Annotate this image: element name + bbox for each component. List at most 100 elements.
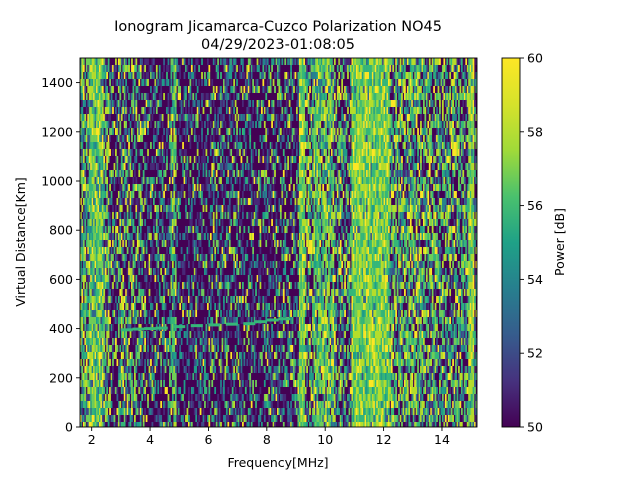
heatmap-cell — [217, 394, 219, 401]
heatmap-cell — [285, 310, 288, 317]
heatmap-cell — [205, 114, 208, 121]
heatmap-cell — [101, 261, 104, 268]
heatmap-cell — [211, 205, 214, 212]
heatmap-cell — [104, 240, 107, 247]
heatmap-cell — [173, 100, 176, 107]
heatmap-cell — [269, 310, 272, 317]
heatmap-cell — [126, 352, 129, 359]
heatmap-cell — [125, 114, 128, 121]
heatmap-cell — [138, 373, 141, 380]
heatmap-cell — [268, 387, 271, 394]
heatmap-cell — [119, 135, 122, 142]
heatmap-cell — [132, 422, 135, 427]
heatmap-cell — [277, 373, 279, 380]
heatmap-cell — [298, 317, 301, 324]
heatmap-cell — [145, 100, 148, 107]
heatmap-cell — [88, 198, 91, 205]
heatmap-cell — [135, 338, 138, 345]
heatmap-cell — [87, 142, 90, 149]
heatmap-cell — [224, 331, 227, 338]
heatmap-cell — [303, 261, 306, 268]
heatmap-cell — [93, 226, 95, 233]
heatmap-cell — [223, 296, 225, 303]
heatmap-cell — [167, 226, 170, 233]
heatmap-cell — [275, 394, 278, 401]
heatmap-cell — [115, 345, 117, 352]
heatmap-cell — [256, 100, 259, 107]
heatmap-cell — [236, 79, 238, 86]
heatmap-cell — [209, 93, 212, 100]
heatmap-cell — [204, 331, 206, 338]
heatmap-cell — [284, 86, 287, 93]
heatmap-cell — [282, 254, 285, 261]
heatmap-cell — [138, 128, 141, 135]
heatmap-cell — [250, 121, 253, 128]
heatmap-cell — [309, 212, 311, 219]
heatmap-cell — [288, 128, 291, 135]
heatmap-cell — [81, 205, 84, 212]
heatmap-cell — [309, 142, 311, 149]
heatmap-cell — [277, 366, 279, 373]
heatmap-cell — [202, 289, 205, 296]
heatmap-cell — [188, 72, 190, 79]
heatmap-cell — [131, 247, 133, 254]
heatmap-cell — [116, 128, 119, 135]
heatmap-cell — [90, 114, 92, 121]
heatmap-cell — [120, 282, 123, 289]
heatmap-cell — [166, 135, 168, 142]
heatmap-cell — [298, 219, 301, 226]
heatmap-cell — [189, 79, 192, 86]
heatmap-cell — [282, 359, 285, 366]
heatmap-cell — [161, 352, 164, 359]
heatmap-cell — [256, 114, 259, 121]
heatmap-cell — [277, 240, 279, 247]
heatmap-cell — [218, 261, 221, 268]
heatmap-cell — [234, 408, 237, 415]
heatmap-cell — [144, 359, 146, 366]
heatmap-cell — [208, 415, 211, 422]
heatmap-cell — [301, 317, 304, 324]
heatmap-cell — [134, 163, 136, 170]
heatmap-cell — [234, 142, 237, 149]
heatmap-cell — [101, 331, 104, 338]
heatmap-cell — [310, 366, 313, 373]
heatmap-cell — [115, 156, 117, 163]
heatmap-cell — [81, 65, 84, 72]
heatmap-cell — [195, 373, 198, 380]
heatmap-cell — [196, 254, 199, 261]
heatmap-cell — [301, 177, 304, 184]
heatmap-cell — [297, 380, 300, 387]
heatmap-cell — [227, 317, 230, 324]
heatmap-cell — [161, 191, 164, 198]
heatmap-cell — [279, 352, 282, 359]
heatmap-cell — [296, 86, 298, 93]
heatmap-cell — [167, 93, 170, 100]
heatmap-cell — [304, 219, 307, 226]
heatmap-cell — [307, 79, 310, 86]
heatmap-cell — [214, 93, 217, 100]
heatmap-cell — [296, 394, 298, 401]
heatmap-cell — [91, 65, 94, 72]
heatmap-cell — [91, 198, 94, 205]
heatmap-cell — [265, 107, 268, 114]
heatmap-cell — [116, 359, 119, 366]
heatmap-cell — [82, 93, 85, 100]
heatmap-cell — [214, 303, 217, 310]
heatmap-cell — [100, 93, 103, 100]
heatmap-cell — [166, 149, 168, 156]
heatmap-cell — [120, 149, 123, 156]
heatmap-cell — [287, 93, 290, 100]
heatmap-cell — [266, 268, 269, 275]
heatmap-cell — [119, 415, 122, 422]
heatmap-cell — [126, 219, 129, 226]
heatmap-cell — [157, 142, 160, 149]
heatmap-cell — [157, 121, 160, 128]
heatmap-cell — [182, 142, 184, 149]
heatmap-cell — [182, 303, 184, 310]
heatmap-cell — [155, 303, 158, 310]
heatmap-cell — [288, 296, 291, 303]
heatmap-cell — [204, 401, 206, 408]
heatmap-cell — [242, 191, 244, 198]
heatmap-cell — [144, 114, 146, 121]
heatmap-cell — [84, 100, 87, 107]
